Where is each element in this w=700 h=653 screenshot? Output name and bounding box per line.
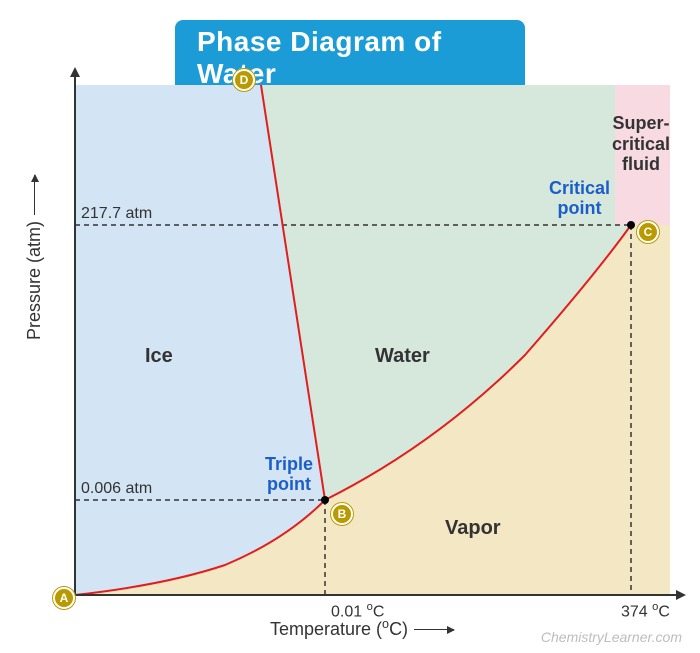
tick-y-006: 0.006 atm (81, 480, 152, 498)
annotation-critical: Critical point (549, 179, 610, 219)
chart-svg (75, 85, 670, 595)
arrow-icon (34, 175, 36, 215)
phase-diagram: A B C D Ice Water Vapor Super- critical … (75, 85, 670, 595)
critical-point-dot (627, 221, 635, 229)
x-axis-label: Temperature (oC) (270, 617, 454, 640)
label-scf: Super- critical fluid (612, 113, 670, 175)
label-water: Water (375, 345, 430, 368)
arrow-icon (414, 629, 454, 631)
triple-point-dot (321, 496, 329, 504)
y-axis-arrowhead (70, 67, 80, 77)
tick-y-217: 217.7 atm (81, 205, 152, 223)
label-ice: Ice (145, 345, 173, 368)
y-axis-label: Pressure (atm) (24, 175, 45, 340)
marker-A: A (53, 587, 75, 609)
marker-C: C (637, 221, 659, 243)
credit: ChemistryLearner.com (541, 629, 682, 645)
label-vapor: Vapor (445, 517, 501, 540)
marker-D: D (233, 69, 255, 91)
marker-B: B (331, 503, 353, 525)
tick-x-374: 374 oC (621, 601, 670, 621)
x-axis-arrowhead (676, 590, 686, 600)
annotation-triple: Triple point (265, 455, 313, 495)
